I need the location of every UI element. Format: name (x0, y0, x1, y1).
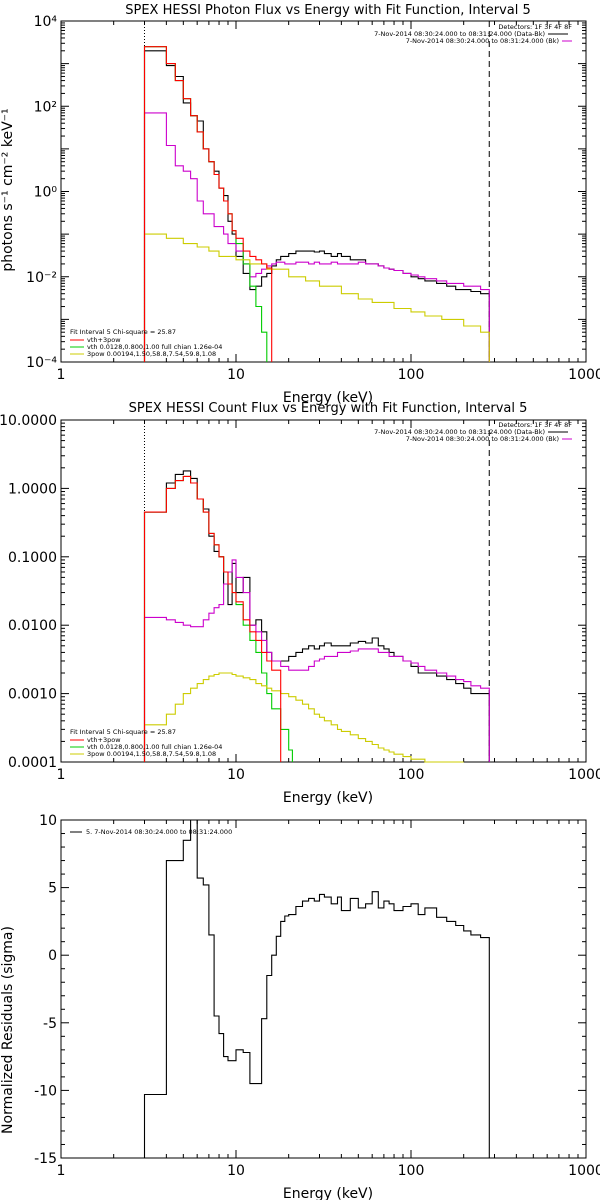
count-plot-frame (60, 419, 587, 763)
count-header-bk: 7-Nov-2014 08:30:24.000 to 08:31:24.000 … (406, 435, 559, 443)
resid-y-tick-label: 5 (48, 881, 57, 897)
resid-x-axis-label: Energy (keV) (283, 1186, 373, 1200)
photon-y-tick-label: 10⁴ (34, 14, 58, 30)
count-fit-legend-3pow: 3pow 0.00194,1.50,58.8,7.54,59.8,1.08 (87, 750, 216, 758)
count-x-tick-label: 10 (227, 767, 245, 783)
photon-x-tick-label: 1 (57, 367, 66, 383)
count-flux-panel: SPEX HESSI Count Flux vs Energy with Fit… (0, 401, 600, 806)
count-fit-legend-vth3pow: vth+3pow (87, 736, 121, 744)
count-y-tick-label: 0.0100 (8, 618, 57, 634)
count-y-tick-label: 0.0001 (8, 755, 57, 771)
photon-series-1 (143, 112, 490, 362)
photon-plot-area (143, 46, 490, 362)
resid-x-tick-label: 1000 (568, 1163, 600, 1179)
resid-legend: 5. 7-Nov-2014 08:30:24.000 to 08:31:24.0… (86, 828, 232, 836)
photon-y-tick-label: 10² (34, 99, 57, 115)
resid-x-tick-label: 1 (57, 1163, 66, 1179)
count-fit-header: Fit Interval 5 Chi-square = 25.87 (70, 728, 176, 736)
count-chart-title: SPEX HESSI Count Flux vs Energy with Fit… (129, 401, 528, 416)
resid-y-tick-label: -10 (34, 1083, 57, 1099)
resid-plot-frame (60, 819, 587, 1159)
photon-series-4 (143, 46, 273, 362)
resid-y-axis-label: Normalized Residuals (sigma) (0, 926, 16, 1134)
resid-y-tick-label: -15 (34, 1151, 57, 1167)
count-y-tick-label: 0.1000 (8, 550, 57, 566)
resid-series-0 (143, 819, 490, 1158)
count-x-tick-label: 1000 (568, 767, 600, 783)
photon-chart-title: SPEX HESSI Photon Flux vs Energy with Fi… (125, 3, 531, 18)
photon-y-tick-label: 10⁻² (26, 270, 57, 286)
resid-y-tick-label: -5 (43, 1016, 57, 1032)
photon-fit-legend-3pow: 3pow 0.00194,1.50,58.8,7.54,59.8,1.08 (87, 350, 216, 358)
count-axes: 1 10 100 1000 0.0001 0.0010 0.0100 0.1000 1.0000… (0, 413, 600, 783)
resid-y-tick-label: 10 (39, 813, 57, 829)
count-series-3 (143, 672, 464, 763)
photon-flux-panel: SPEX HESSI Photon Flux vs Energy with Fi… (0, 3, 600, 406)
photon-header-data-bk: 7-Nov-2014 08:30:24.000 to 08:31:24.000 … (374, 30, 545, 38)
photon-detectors-line: Detectors: 1F 3F 4F 8F (498, 23, 572, 31)
photon-axes: 1 10 100 1000 10⁻⁴ 10⁻² 10⁰ 10² 10⁴ (26, 14, 600, 383)
count-detectors-line: Detectors: 1F 3F 4F 8F (498, 421, 572, 429)
photon-x-axis-label: Energy (keV) (283, 390, 373, 406)
photon-x-tick-label: 1000 (568, 367, 600, 383)
count-y-tick-label: 0.0010 (8, 687, 57, 703)
photon-fit-legend-vth3pow: vth+3pow (87, 336, 121, 344)
residuals-panel: Normalized Residuals (sigma) Energy (keV… (0, 813, 600, 1200)
count-series-1 (143, 559, 490, 762)
photon-x-tick-label: 10 (227, 367, 245, 383)
count-header-data-bk: 7-Nov-2014 08:30:24.000 to 08:31:24.000 … (374, 428, 545, 436)
resid-axes: 1 10 100 1000 -15 -10 -5 0 5 10 (34, 813, 600, 1179)
count-y-tick-label: 10.0000 (0, 413, 57, 429)
resid-x-tick-label: 10 (227, 1163, 245, 1179)
photon-fit-legend-vth: vth 0.0128,0.800,1.00 full chian 1.26e-0… (87, 343, 222, 351)
count-x-tick-label: 100 (398, 767, 425, 783)
photon-fit-header: Fit Interval 5 Chi-square = 25.87 (70, 328, 176, 336)
count-fit-legend-vth: vth 0.0128,0.800,1.00 full chian 1.26e-0… (87, 743, 222, 751)
photon-x-tick-label: 100 (398, 367, 425, 383)
resid-y-tick-label: 0 (48, 948, 57, 964)
resid-plot-area (143, 819, 490, 1158)
photon-y-tick-label: 10⁰ (34, 185, 58, 201)
count-series-4 (143, 475, 282, 762)
photon-header-bk: 7-Nov-2014 08:30:24.000 to 08:31:24.000 … (406, 37, 559, 45)
photon-y-axis-label: photons s⁻¹ cm⁻² keV⁻¹ (0, 108, 16, 271)
count-x-tick-label: 1 (57, 767, 66, 783)
photon-series-3 (143, 233, 490, 362)
count-y-tick-label: 1.0000 (8, 481, 57, 497)
count-plot-area (143, 470, 490, 763)
photon-y-tick-label: 10⁻⁴ (26, 355, 57, 371)
count-x-axis-label: Energy (keV) (283, 790, 373, 806)
resid-x-tick-label: 100 (398, 1163, 425, 1179)
